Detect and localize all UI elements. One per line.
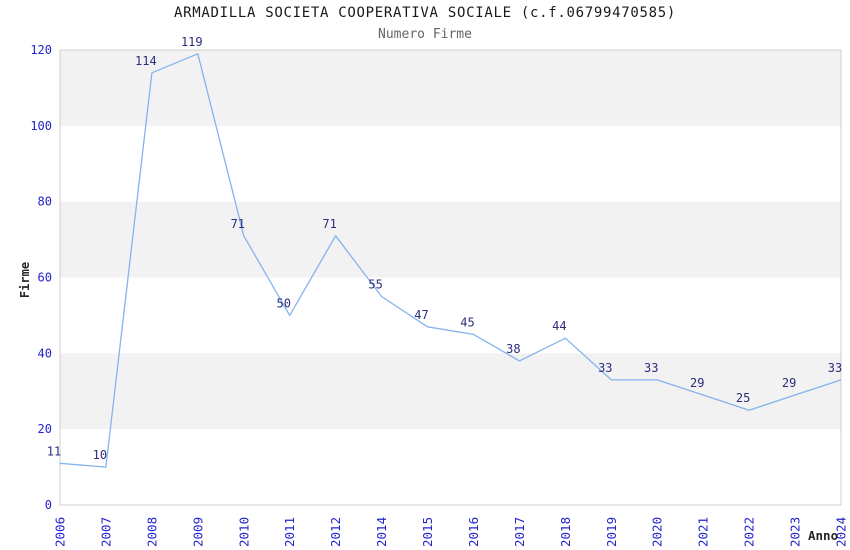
x-tick-label: 2023 — [788, 517, 803, 547]
x-tick-label: 2018 — [558, 517, 573, 547]
plot-border — [59, 49, 842, 506]
data-point-label: 45 — [460, 315, 474, 329]
data-point-label: 33 — [644, 361, 658, 375]
y-tick-label: 80 — [38, 195, 52, 209]
y-tick-label: 100 — [30, 119, 52, 133]
x-tick-label: 2024 — [834, 517, 849, 547]
chart-title: ARMADILLA SOCIETA COOPERATIVA SOCIALE (c… — [173, 5, 677, 21]
data-point-label: 33 — [828, 361, 842, 375]
x-tick-label: 2009 — [190, 517, 205, 547]
x-axis-title: Anno — [808, 528, 839, 543]
x-tick-label: 2022 — [742, 517, 757, 547]
grid-band — [60, 50, 841, 126]
x-tick-label: 2021 — [696, 517, 711, 547]
grid-band — [60, 353, 841, 430]
x-tick-label: 2008 — [144, 517, 159, 547]
series-line — [59, 53, 842, 468]
data-point-label: 119 — [181, 35, 203, 49]
x-tick-label: 2012 — [328, 517, 343, 547]
data-point-label: 29 — [690, 376, 704, 390]
data-point-label: 33 — [598, 361, 612, 375]
x-tick-label: 2020 — [650, 517, 665, 547]
x-tick-label: 2017 — [512, 517, 527, 547]
data-point-label: 114 — [135, 54, 157, 68]
x-tick-label: 2015 — [420, 517, 435, 547]
data-point-label: 50 — [276, 296, 290, 310]
x-tick-label: 2006 — [53, 517, 68, 547]
y-tick-label: 40 — [38, 346, 52, 360]
x-tick-label: 2010 — [236, 517, 251, 547]
chart-subtitle: Numero Firme — [378, 27, 472, 42]
y-tick-label: 0 — [45, 498, 52, 512]
y-tick-label: 20 — [38, 422, 52, 436]
y-tick-label: 120 — [30, 43, 52, 57]
grid-band — [60, 201, 841, 278]
data-point-label: 71 — [322, 217, 336, 231]
data-point-label: 47 — [414, 308, 428, 322]
x-tick-label: 2011 — [282, 517, 297, 547]
x-tick-label: 2014 — [374, 517, 389, 547]
data-point-label: 55 — [368, 278, 382, 292]
data-point-label: 38 — [506, 342, 520, 356]
data-point-label: 71 — [231, 217, 245, 231]
x-tick-label: 2007 — [98, 517, 113, 547]
data-point-label: 25 — [736, 391, 750, 405]
data-point-label: 11 — [47, 444, 61, 458]
x-tick-label: 2016 — [466, 517, 481, 547]
x-tick-label: 2019 — [604, 517, 619, 547]
y-tick-label: 60 — [38, 271, 52, 285]
data-point-label: 44 — [552, 319, 566, 333]
y-axis-title: Firme — [18, 261, 32, 299]
data-point-label: 10 — [93, 448, 107, 462]
data-point-label: 29 — [782, 376, 796, 390]
